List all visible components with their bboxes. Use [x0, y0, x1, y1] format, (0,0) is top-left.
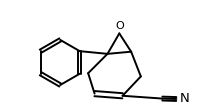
Text: N: N — [180, 93, 189, 106]
Text: O: O — [115, 21, 124, 31]
